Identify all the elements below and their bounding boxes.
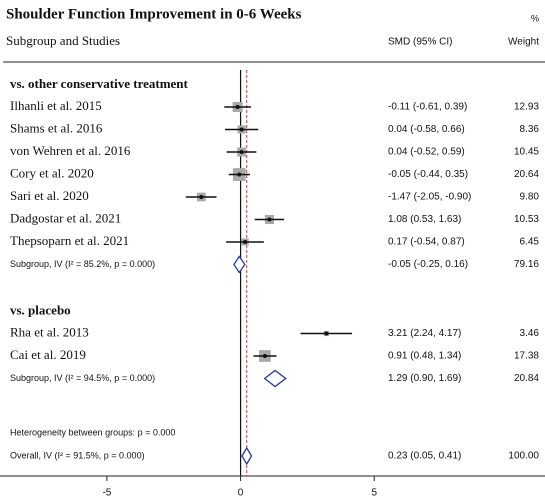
effect-text: 0.91 (0.48, 1.34) <box>388 351 461 362</box>
effect-text: 0.04 (-0.58, 0.66) <box>388 124 465 135</box>
study-name: Shams et al. 2016 <box>10 120 103 135</box>
weight-text: 6.45 <box>520 237 540 248</box>
effect-text: -1.47 (-2.05, -0.90) <box>388 192 471 203</box>
pooled-diamond <box>263 369 287 388</box>
point-estimate <box>235 105 240 109</box>
effect-text: 0.04 (-0.52, 0.59) <box>388 147 465 158</box>
weight-unit: % <box>531 13 539 23</box>
study-name: von Wehren et al. 2016 <box>10 143 131 158</box>
effect-text: 0.23 (0.05, 0.41) <box>388 451 461 462</box>
pooled-diamond <box>233 255 246 274</box>
subgroup-name: Subgroup, IV (I² = 94.5%, p = 0.000) <box>10 373 155 383</box>
study-name: Sari et al. 2020 <box>10 188 89 203</box>
point-estimate <box>239 150 244 154</box>
weight-text: 10.53 <box>514 214 539 225</box>
weight-text: 100.00 <box>508 451 539 462</box>
weight-text: 10.45 <box>514 147 539 158</box>
point-estimate <box>267 217 272 222</box>
weight-text: 12.93 <box>514 102 539 113</box>
x-tick-label: 0 <box>238 488 244 499</box>
effect-text: -0.05 (-0.25, 0.16) <box>388 259 468 270</box>
study-name: Cai et al. 2019 <box>10 347 86 362</box>
point-estimate <box>237 172 242 177</box>
effect-label: SMD (95% CI) <box>388 37 452 48</box>
point-estimate <box>324 331 329 336</box>
study-name: Cory et al. 2020 <box>10 165 94 180</box>
heterogeneity: Heterogeneity between groups: p = 0.000 <box>10 427 175 437</box>
point-estimate <box>262 354 267 358</box>
effect-text: 0.17 (-0.54, 0.87) <box>388 237 465 248</box>
effect-text: 1.29 (0.90, 1.69) <box>388 373 461 384</box>
subgroup-name: Subgroup, IV (I² = 85.2%, p = 0.000) <box>10 259 155 269</box>
pooled-diamond <box>241 446 253 466</box>
weight-label: Weight <box>508 37 539 48</box>
point-estimate <box>239 127 244 132</box>
point-estimate <box>243 240 248 244</box>
x-tick-label: -5 <box>102 488 111 499</box>
study-name: Dadgostar et al. 2021 <box>10 210 121 225</box>
column-label: Subgroup and Studies <box>6 33 120 48</box>
overall-name: Overall, IV (I² = 91.5%, p = 0.000) <box>10 450 145 460</box>
weight-text: 3.46 <box>520 328 540 339</box>
effect-text: -0.05 (-0.44, 0.35) <box>388 169 468 180</box>
effect-text: 1.08 (0.53, 1.63) <box>388 214 461 225</box>
weight-text: 20.84 <box>514 373 539 384</box>
weight-text: 79.16 <box>514 259 539 270</box>
weight-text: 17.38 <box>514 351 539 362</box>
effect-text: -0.11 (-0.61, 0.39) <box>388 102 467 113</box>
study-name: Ilhanli et al. 2015 <box>10 98 102 113</box>
weight-text: 8.36 <box>520 124 540 135</box>
group-heading: vs. placebo <box>10 302 71 317</box>
group-heading: vs. other conservative treatment <box>10 76 189 91</box>
chart-title: Shoulder Function Improvement in 0-6 Wee… <box>6 6 302 22</box>
study-name: Rha et al. 2013 <box>10 324 89 339</box>
point-estimate <box>199 195 204 199</box>
study-name: Thepsoparn et al. 2021 <box>10 233 129 248</box>
x-tick-label: 5 <box>371 488 377 499</box>
effect-text: 3.21 (2.24, 4.17) <box>388 328 461 339</box>
weight-text: 9.80 <box>520 192 540 203</box>
weight-text: 20.64 <box>514 169 539 180</box>
